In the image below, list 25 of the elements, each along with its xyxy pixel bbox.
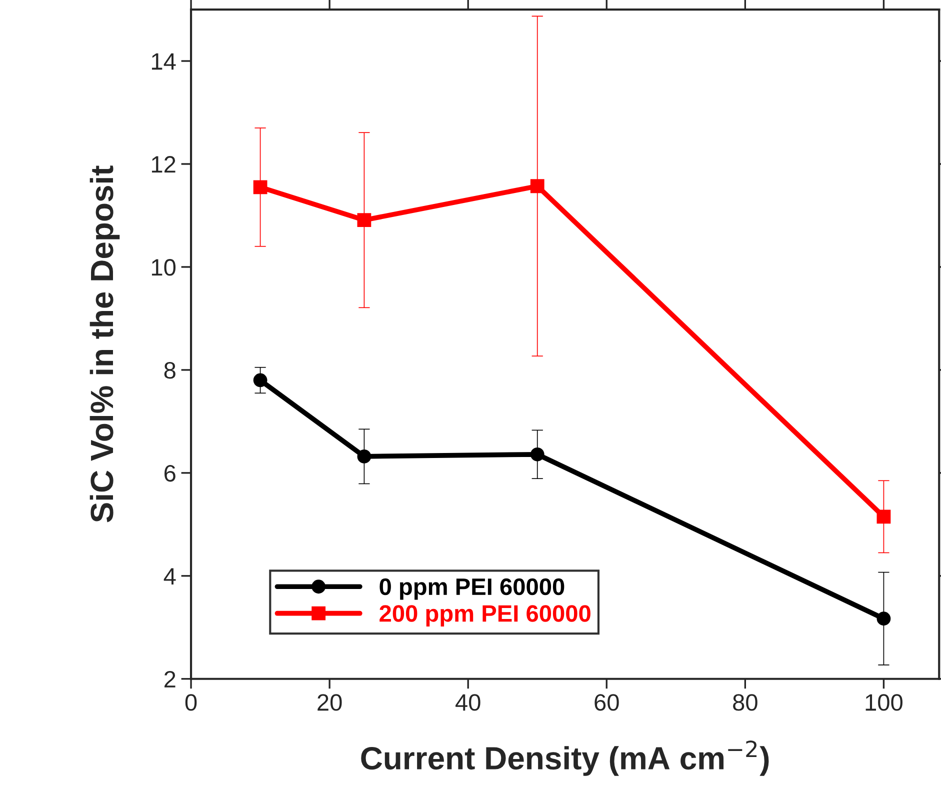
legend-label: 0 ppm PEI 60000 xyxy=(380,578,564,600)
point xyxy=(530,447,544,462)
y-axis-title: SiC Vol% in the Deposit xyxy=(90,166,120,522)
y-tick-label: 12 xyxy=(152,156,176,173)
x-tick-label: 80 xyxy=(733,694,758,711)
point xyxy=(357,450,372,464)
x-axis-title: Current Density (mA cm$^{−2}$) xyxy=(361,740,769,776)
legend-label: 200 ppm PEI 60000 xyxy=(380,605,590,627)
point xyxy=(530,179,544,194)
x-tick-label: 40 xyxy=(456,694,480,711)
y-tick-label: 8 xyxy=(164,362,176,379)
y-tick-label: 6 xyxy=(164,464,176,482)
point xyxy=(876,510,891,524)
x-tick-label: 0 xyxy=(185,694,197,711)
x-tick-label: 100 xyxy=(866,694,902,711)
x-tick-label: 60 xyxy=(594,694,619,711)
point xyxy=(876,612,891,626)
point xyxy=(253,180,268,194)
y-tick-label: 14 xyxy=(152,53,176,70)
x-tick-label: 20 xyxy=(318,694,342,711)
y-tick-label: 4 xyxy=(164,568,176,584)
y-tick-label: 10 xyxy=(152,259,176,276)
point xyxy=(357,213,372,228)
y-tick-label: 2 xyxy=(164,670,176,688)
point xyxy=(253,373,268,388)
